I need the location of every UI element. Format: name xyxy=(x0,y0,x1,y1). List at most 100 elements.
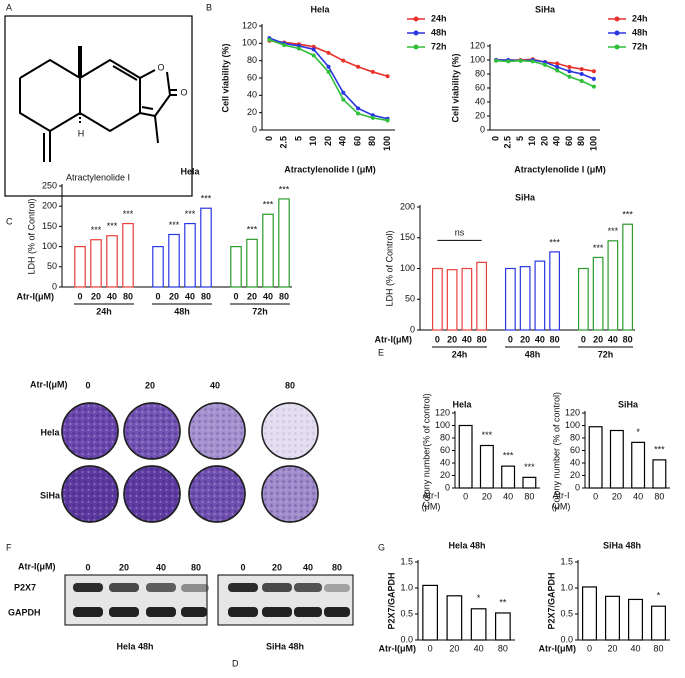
panel-letter: D xyxy=(232,658,239,668)
y-tick-label: 20 xyxy=(570,470,580,480)
chart-title: Hela xyxy=(310,4,330,14)
bar xyxy=(446,595,463,641)
y-tick-label: 0 xyxy=(445,482,450,492)
legend-marker xyxy=(413,44,419,50)
bar xyxy=(431,267,443,331)
point xyxy=(494,58,499,63)
x-tick-label: 20 xyxy=(520,334,530,344)
blot-group: SiHa 48h xyxy=(266,641,304,651)
dose: 20 xyxy=(272,562,282,572)
bar xyxy=(592,256,604,331)
bar xyxy=(184,222,196,288)
y-tick-label: 0 xyxy=(575,482,580,492)
significance: * xyxy=(636,427,640,437)
y-tick-label: 100 xyxy=(435,420,450,430)
bar xyxy=(479,444,494,489)
significance: *** xyxy=(247,225,258,235)
point xyxy=(591,76,596,81)
significance: *** xyxy=(263,200,274,210)
panel-letter: B xyxy=(206,2,212,12)
point xyxy=(267,37,272,42)
bar xyxy=(504,267,516,331)
bar xyxy=(588,426,603,489)
y-tick-label: 80 xyxy=(475,68,485,78)
group-label: 48h xyxy=(525,349,541,359)
bar xyxy=(106,235,118,288)
x-tick-label: 100 xyxy=(382,136,392,151)
y-tick-label: 20 xyxy=(475,110,485,120)
dose: 20 xyxy=(119,562,129,572)
legend-label: 48h xyxy=(632,27,648,37)
y-tick-label: 80 xyxy=(440,432,450,442)
y-tick-label: 80 xyxy=(247,55,257,65)
point xyxy=(518,58,523,63)
point xyxy=(567,69,572,74)
y-tick-label: 1.5 xyxy=(560,556,573,566)
y-tick-label: 100 xyxy=(42,241,57,251)
y-tick-label: 200 xyxy=(400,201,415,211)
group-label: 72h xyxy=(252,306,268,316)
bar xyxy=(534,260,546,331)
point xyxy=(543,60,547,65)
chart-title: Hela 48h xyxy=(448,540,485,550)
y-axis-label: LDH (% of Control) xyxy=(26,198,36,274)
atom-label: H xyxy=(78,128,85,138)
point xyxy=(530,59,535,64)
x-tick-label: 80 xyxy=(201,291,211,301)
x-axis-label: (μM) xyxy=(552,501,571,511)
x-tick-label: 20 xyxy=(607,643,617,653)
x-tick-label: 40 xyxy=(552,136,562,146)
legend-marker xyxy=(413,30,419,36)
y-tick-label: 80 xyxy=(570,432,580,442)
x-tick-label: 40 xyxy=(535,334,545,344)
x-tick-label: 20 xyxy=(247,291,257,301)
y-tick-label: 0.0 xyxy=(560,634,573,644)
y-tick-label: 100 xyxy=(470,54,485,64)
x-axis-label: Atr-I(μM) xyxy=(375,334,413,344)
x-tick-label: 80 xyxy=(279,291,289,301)
x-tick-label: 40 xyxy=(503,491,513,501)
bar xyxy=(631,441,646,489)
bar xyxy=(246,238,258,288)
y-tick-label: 120 xyxy=(565,407,580,417)
point xyxy=(591,69,596,74)
x-tick-label: 0 xyxy=(155,291,160,301)
legend-marker xyxy=(614,30,620,36)
significance: *** xyxy=(593,243,604,253)
x-tick-label: 40 xyxy=(630,643,640,653)
x-tick-label: 20 xyxy=(169,291,179,301)
x-tick-label: 80 xyxy=(498,643,508,653)
significance: *** xyxy=(279,184,290,194)
y-axis-label: P2X7/GAPDH xyxy=(546,572,556,629)
point xyxy=(579,67,584,72)
x-tick-label: 60 xyxy=(564,136,574,146)
y-tick-label: 20 xyxy=(247,107,257,117)
legend-label: 48h xyxy=(431,27,447,37)
x-tick-label: 20 xyxy=(612,491,622,501)
structure-box xyxy=(4,15,193,197)
x-tick-label: 5 xyxy=(515,136,525,141)
x-tick-label: 40 xyxy=(263,291,273,301)
x-tick-label: 80 xyxy=(654,491,664,501)
y-tick-label: 100 xyxy=(565,420,580,430)
significance: *** xyxy=(123,209,134,219)
group-label: 24h xyxy=(452,349,468,359)
point xyxy=(341,90,346,95)
point xyxy=(555,68,560,73)
bar xyxy=(168,233,180,288)
x-tick-label: 20 xyxy=(482,491,492,501)
chart-title: SiHa xyxy=(515,192,536,202)
chart-title: Hela xyxy=(452,399,472,409)
x-tick-label: 80 xyxy=(123,291,133,301)
dose: 40 xyxy=(303,562,313,572)
bar xyxy=(122,222,134,288)
bar xyxy=(90,239,102,288)
y-tick-label: 40 xyxy=(247,90,257,100)
bar xyxy=(522,476,537,489)
x-tick-label: 20 xyxy=(323,136,333,146)
point xyxy=(567,65,572,69)
point xyxy=(370,69,375,74)
point xyxy=(296,46,301,51)
dose: 40 xyxy=(156,562,166,572)
